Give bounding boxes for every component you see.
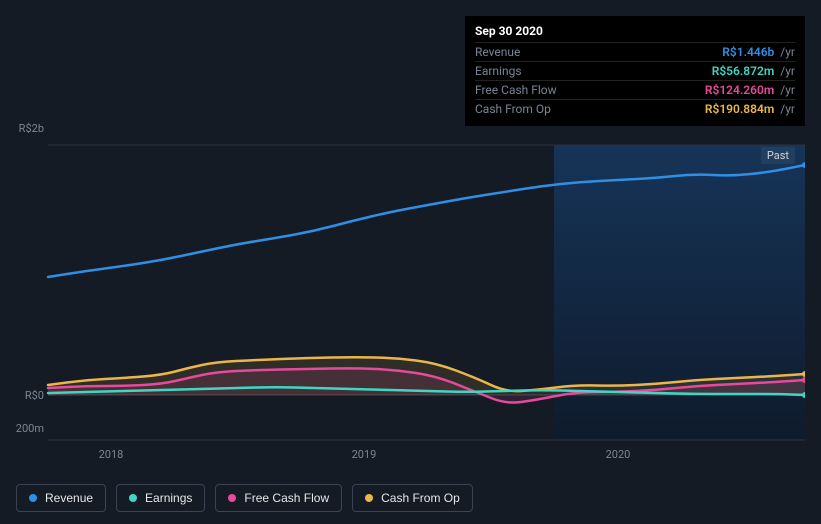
tooltip-value: R$124.260m: [705, 83, 774, 97]
legend-toggle-fcf[interactable]: Free Cash Flow: [215, 484, 342, 512]
legend-toggle-revenue[interactable]: Revenue: [16, 484, 106, 512]
tooltip-label: Earnings: [475, 64, 706, 78]
legend-dot-icon: [29, 494, 37, 502]
chart-tooltip: Sep 30 2020 Revenue R$1.446b /yr Earning…: [465, 16, 805, 126]
tooltip-value: R$190.884m: [705, 102, 774, 116]
svg-text:-R$200m: -R$200m: [16, 422, 44, 435]
legend-dot-icon: [228, 494, 236, 502]
tooltip-row-earnings: Earnings R$56.872m /yr: [475, 61, 795, 80]
legend-toggle-earnings[interactable]: Earnings: [116, 484, 205, 512]
legend-label: Cash From Op: [381, 491, 460, 505]
tooltip-value: R$1.446b: [722, 45, 774, 59]
svg-text:2018: 2018: [99, 448, 124, 461]
svg-text:2020: 2020: [606, 448, 631, 461]
svg-text:2019: 2019: [352, 448, 377, 461]
tooltip-date: Sep 30 2020: [475, 24, 795, 38]
legend-dot-icon: [365, 494, 373, 502]
svg-text:R$0: R$0: [25, 389, 44, 402]
legend-label: Revenue: [45, 491, 93, 505]
tooltip-unit: /yr: [780, 102, 795, 116]
tooltip-label: Revenue: [475, 45, 716, 59]
chart-container: R$2b R$0 -R$200m 2018 2019 2020 Past Sep 30 2…: [0, 0, 821, 524]
tooltip-unit: /yr: [780, 64, 795, 78]
tooltip-unit: /yr: [780, 83, 795, 97]
past-badge: Past: [761, 147, 795, 164]
legend-dot-icon: [129, 494, 137, 502]
legend-toggle-cfo[interactable]: Cash From Op: [352, 484, 473, 512]
tooltip-label: Cash From Op: [475, 102, 699, 116]
legend-label: Free Cash Flow: [244, 491, 329, 505]
tooltip-value: R$56.872m: [712, 64, 775, 78]
svg-text:R$2b: R$2b: [19, 122, 44, 135]
tooltip-label: Free Cash Flow: [475, 83, 699, 97]
legend-label: Earnings: [145, 491, 192, 505]
tooltip-row-cfo: Cash From Op R$190.884m /yr: [475, 99, 795, 118]
chart-legend: Revenue Earnings Free Cash Flow Cash Fro…: [16, 484, 473, 512]
tooltip-row-revenue: Revenue R$1.446b /yr: [475, 42, 795, 61]
tooltip-row-fcf: Free Cash Flow R$124.260m /yr: [475, 80, 795, 99]
tooltip-unit: /yr: [780, 45, 795, 59]
